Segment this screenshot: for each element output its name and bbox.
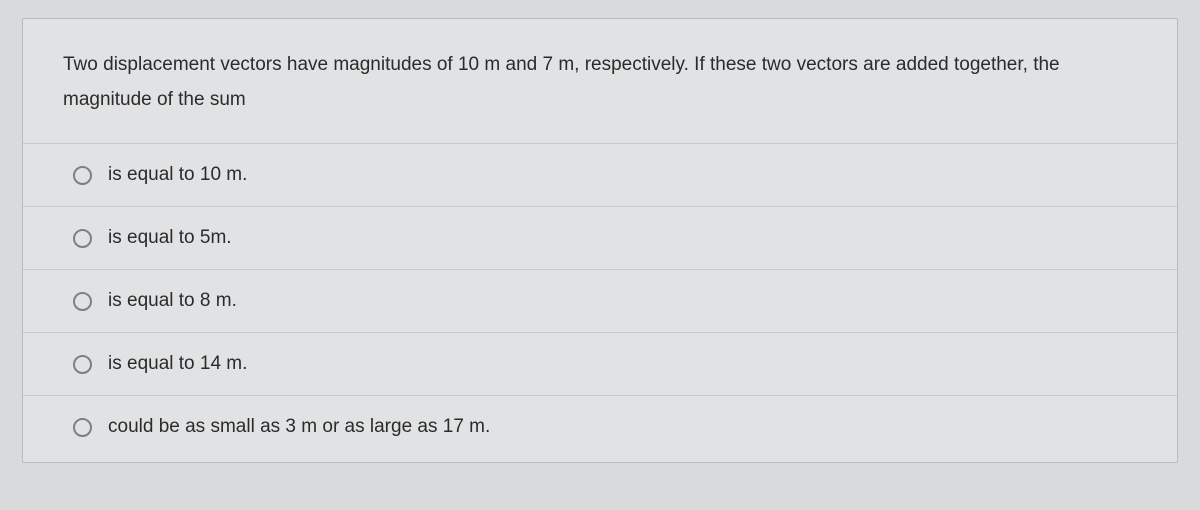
radio-icon[interactable]: [73, 229, 92, 248]
option-row[interactable]: could be as small as 3 m or as large as …: [23, 396, 1177, 462]
option-label: is equal to 5m.: [108, 227, 232, 249]
options-list: is equal to 10 m. is equal to 5m. is equ…: [23, 143, 1177, 462]
radio-icon[interactable]: [73, 355, 92, 374]
option-label: is equal to 10 m.: [108, 164, 247, 186]
option-label: is equal to 14 m.: [108, 353, 247, 375]
radio-icon[interactable]: [73, 418, 92, 437]
option-row[interactable]: is equal to 8 m.: [23, 270, 1177, 333]
option-row[interactable]: is equal to 5m.: [23, 207, 1177, 270]
question-text: Two displacement vectors have magnitudes…: [63, 47, 1137, 117]
radio-icon[interactable]: [73, 292, 92, 311]
question-block: Two displacement vectors have magnitudes…: [23, 19, 1177, 143]
quiz-card: Two displacement vectors have magnitudes…: [22, 18, 1178, 463]
option-row[interactable]: is equal to 14 m.: [23, 333, 1177, 396]
radio-icon[interactable]: [73, 166, 92, 185]
option-label: is equal to 8 m.: [108, 290, 237, 312]
option-label: could be as small as 3 m or as large as …: [108, 416, 490, 438]
option-row[interactable]: is equal to 10 m.: [23, 144, 1177, 207]
